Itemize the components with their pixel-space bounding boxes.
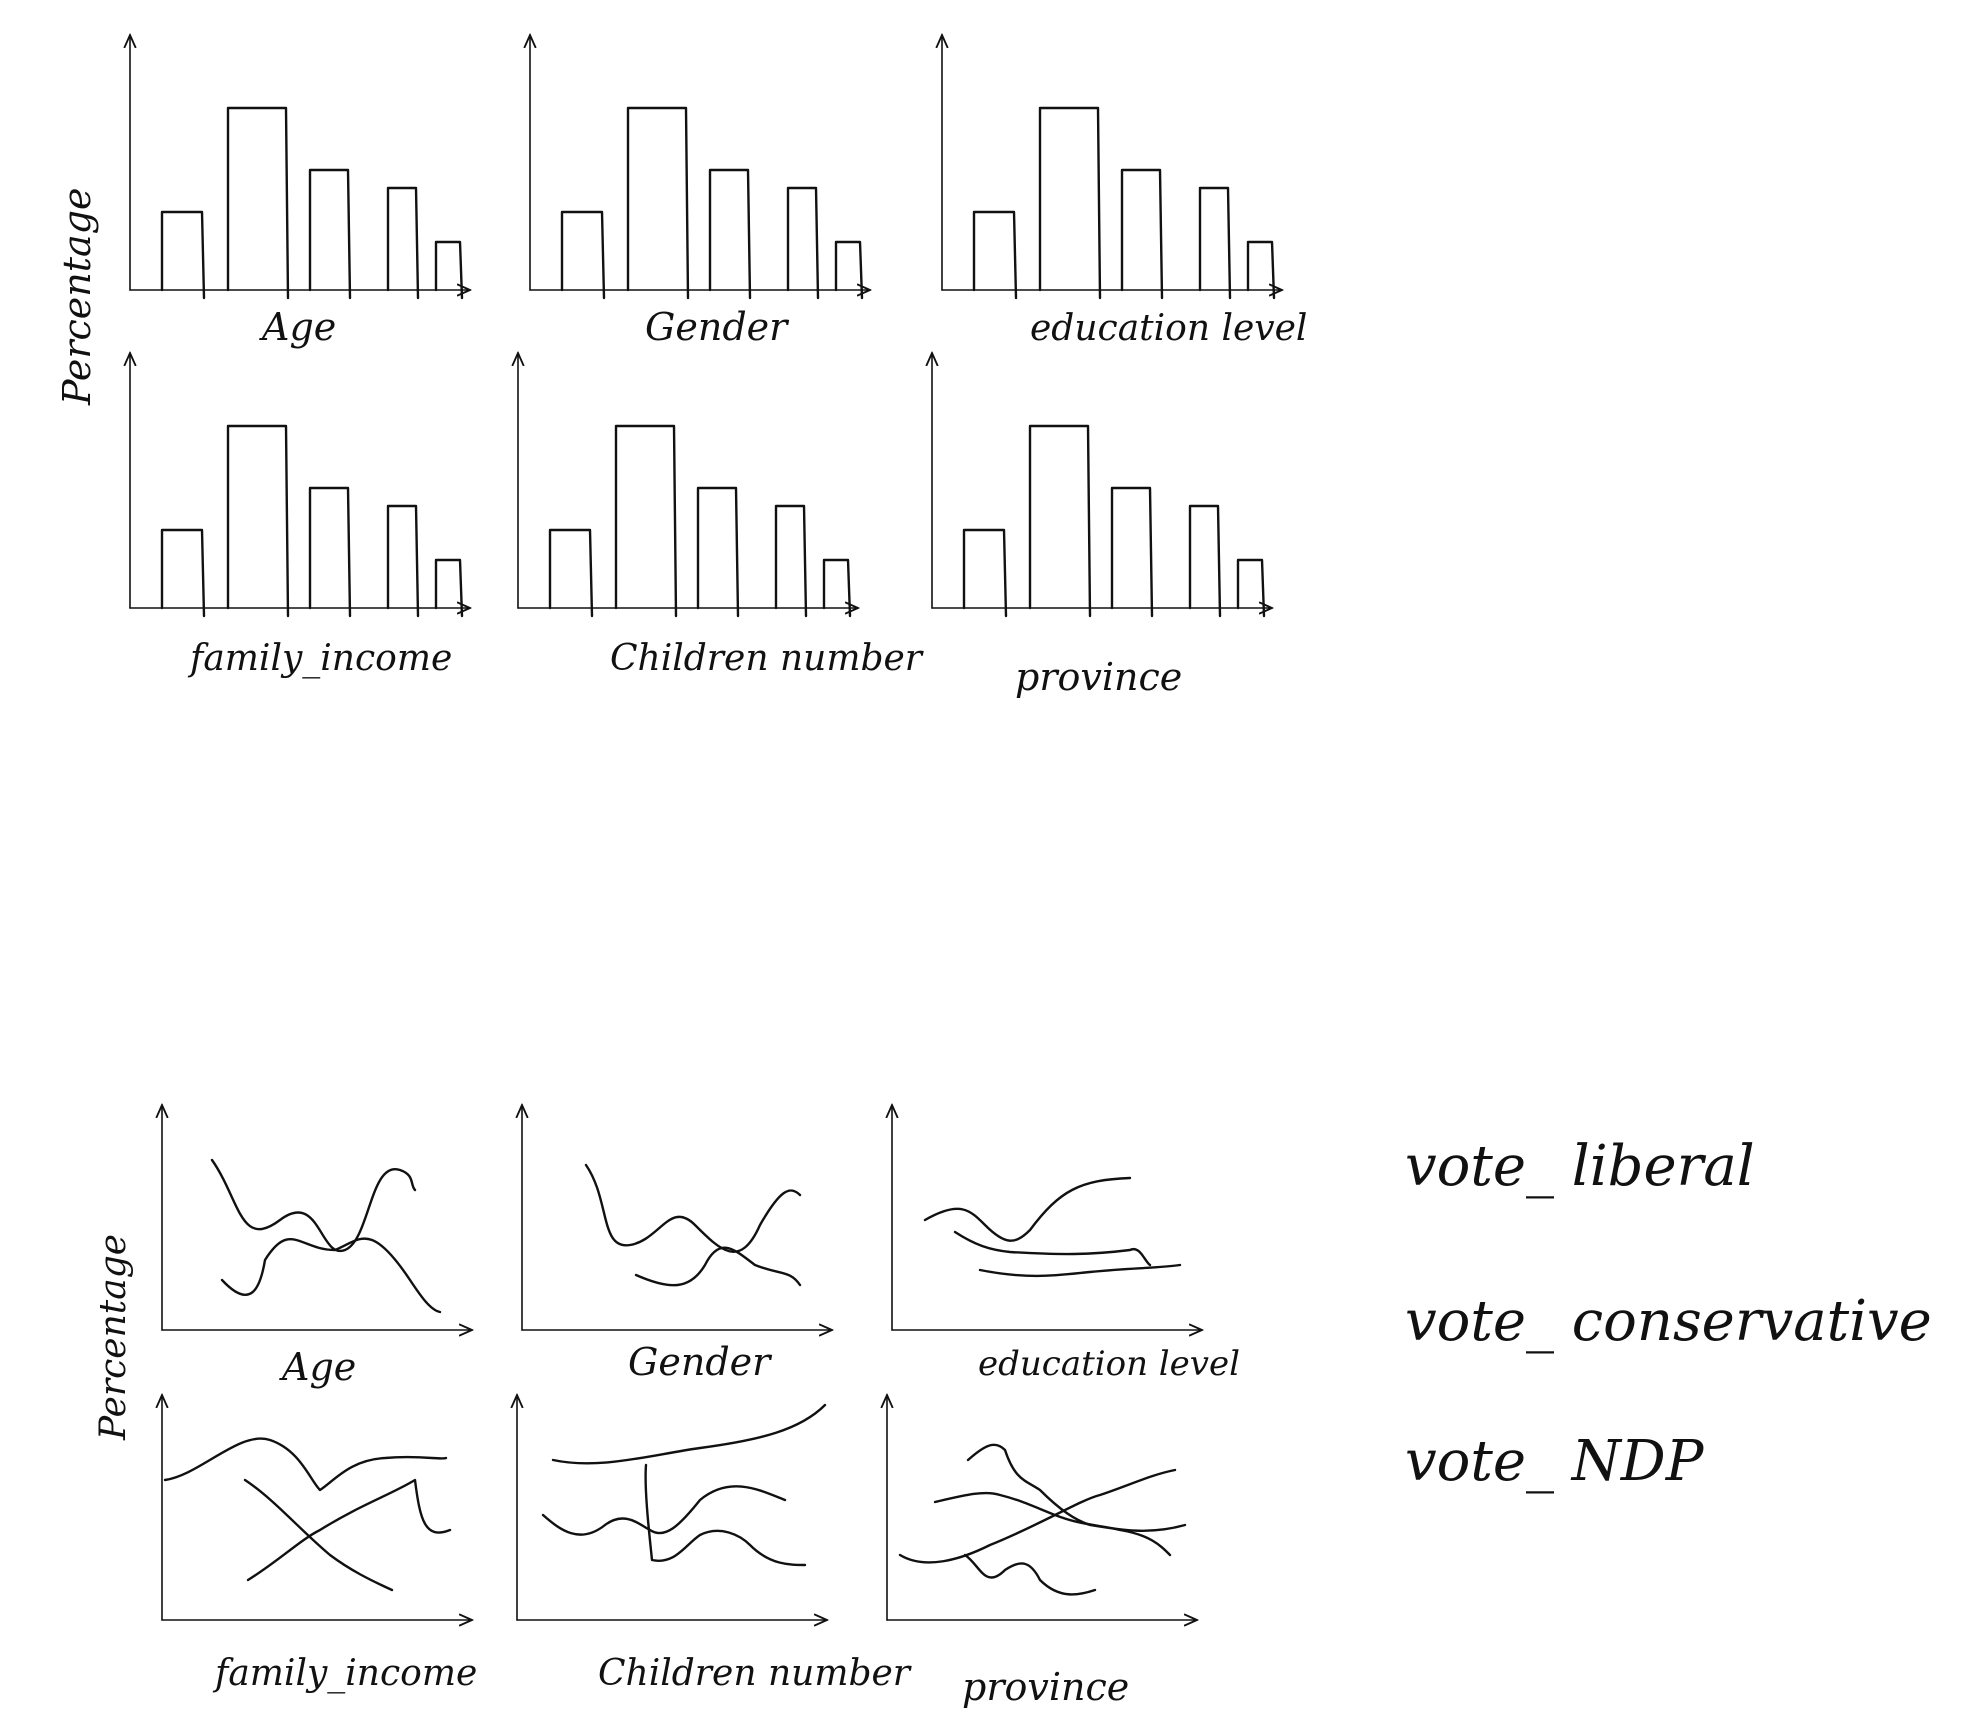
bar-panel-label-education: education level	[1030, 308, 1307, 349]
line-panel-label-education: education level	[978, 1344, 1240, 1384]
bar-2-4	[1246, 240, 1276, 300]
line-panel-label-province: province	[962, 1665, 1129, 1709]
bar-panel-5	[932, 353, 1272, 618]
line-panel-label-children: Children number	[598, 1653, 912, 1694]
line-2-0	[923, 1176, 1132, 1242]
legend-item-conservative: vote_ conservative	[1405, 1289, 1932, 1354]
bar-3-1	[226, 424, 290, 618]
bar-5-1	[1028, 424, 1092, 618]
bar-1-2	[708, 168, 752, 300]
legend: vote_ liberal vote_ conservative vote_ N…	[1405, 1134, 1932, 1494]
line-3-2	[246, 1478, 452, 1582]
bar-2-1	[1038, 106, 1102, 300]
bar-3-4	[434, 558, 464, 618]
bar-4-1	[614, 424, 678, 618]
bar-panel-label-gender: Gender	[645, 305, 790, 349]
bar-4-4	[822, 558, 852, 618]
line-panel-3	[162, 1395, 472, 1620]
bar-panels	[130, 35, 1282, 618]
bar-5-2	[1110, 486, 1154, 618]
line-5-0	[966, 1443, 1187, 1532]
bar-2-2	[1120, 168, 1164, 300]
line-panel-label-gender: Gender	[628, 1340, 773, 1384]
line-5-2	[898, 1468, 1177, 1564]
line-panel-0	[162, 1105, 472, 1330]
bar-0-2	[308, 168, 352, 300]
line-panel-5	[887, 1395, 1197, 1620]
line-section: Percentage Age Gender education level fa…	[93, 1105, 1240, 1709]
bar-panel-0	[130, 35, 470, 300]
bar-section-ylabel: Percentage	[55, 188, 99, 407]
line-panel-label-age: Age	[279, 1345, 356, 1389]
bar-5-0	[962, 528, 1008, 618]
line-4-1	[541, 1485, 787, 1536]
bar-0-3	[386, 186, 420, 300]
line-section-ylabel: Percentage	[93, 1234, 134, 1441]
line-1-0	[584, 1163, 802, 1253]
line-5-3	[963, 1553, 1097, 1596]
bar-4-0	[548, 528, 594, 618]
line-panel-2	[892, 1105, 1202, 1330]
bar-panel-1	[530, 35, 870, 300]
bar-panel-label-age: Age	[259, 305, 336, 349]
bar-section: Percentage Age Gender education level fa…	[55, 35, 1307, 699]
bar-2-0	[972, 210, 1018, 300]
bar-1-0	[560, 210, 606, 300]
bar-panel-label-family-income: family_income	[187, 638, 452, 679]
bar-3-2	[308, 486, 352, 618]
line-2-2	[978, 1263, 1182, 1278]
line-0-1	[220, 1237, 442, 1314]
line-4-2	[644, 1463, 807, 1567]
bar-panel-3	[130, 353, 470, 618]
bar-4-2	[696, 486, 740, 618]
bar-1-4	[834, 240, 864, 300]
bar-2-3	[1198, 186, 1232, 300]
bar-panel-label-province: province	[1015, 655, 1182, 699]
line-4-0	[551, 1403, 827, 1465]
bar-1-1	[626, 106, 690, 300]
bar-0-0	[160, 210, 206, 300]
bar-panel-2	[942, 35, 1282, 300]
bar-3-0	[160, 528, 206, 618]
line-panels	[162, 1105, 1202, 1620]
line-2-1	[953, 1230, 1152, 1267]
line-3-1	[243, 1478, 394, 1592]
bar-panel-label-children: Children number	[610, 638, 924, 679]
bar-1-3	[786, 186, 820, 300]
bar-5-3	[1188, 504, 1222, 618]
legend-item-liberal: vote_ liberal	[1405, 1134, 1755, 1199]
bar-4-3	[774, 504, 808, 618]
line-panel-4	[517, 1395, 827, 1620]
line-panel-1	[522, 1105, 832, 1330]
bar-panel-4	[518, 353, 858, 618]
line-0-0	[210, 1158, 417, 1253]
bar-0-1	[226, 106, 290, 300]
bar-3-3	[386, 504, 420, 618]
legend-item-ndp: vote_ NDP	[1405, 1429, 1705, 1494]
bar-5-4	[1236, 558, 1266, 618]
line-3-0	[163, 1437, 448, 1492]
bar-0-4	[434, 240, 464, 300]
line-1-1	[634, 1246, 802, 1287]
line-panel-label-family-income: family_income	[212, 1653, 477, 1694]
